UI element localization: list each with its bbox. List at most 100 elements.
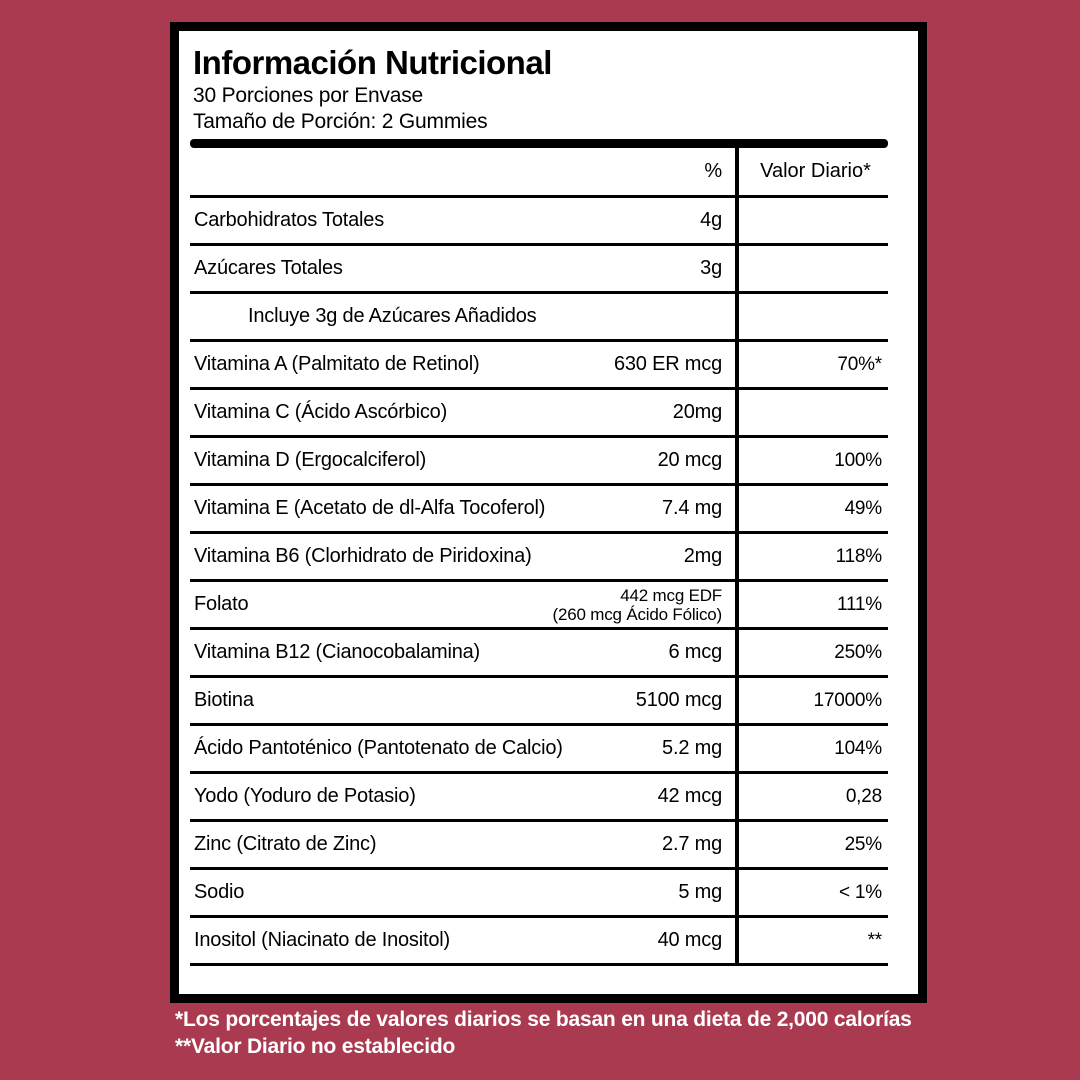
nutrient-amount: 5100 mcg [636, 689, 722, 712]
nutrition-table: % Valor Diario* Carbohidratos Totales 4g… [190, 139, 888, 966]
nutrient-amount: 7.4 mg [662, 497, 722, 520]
nutrient-dv: 70%* [837, 353, 882, 375]
daily-value-column-header: Valor Diario* [760, 160, 871, 182]
nutrient-amount-primary: 5 mg [678, 881, 722, 903]
footnote-not-established: **Valor Diario no establecido [175, 1035, 456, 1058]
table-row: Ácido Pantoténico (Pantotenato de Calcio… [190, 726, 888, 774]
table-header-row: % Valor Diario* [190, 148, 888, 198]
table-row: Vitamina D (Ergocalciferol) 20 mcg 100% [190, 438, 888, 486]
nutrient-name: Vitamina A (Palmitato de Retinol) [194, 353, 480, 375]
nutrient-name: Vitamina B6 (Clorhidrato de Piridoxina) [194, 545, 532, 567]
table-row-left-group: Vitamina B12 (Cianocobalamina) 6 mcg [190, 641, 737, 664]
table-row-left-group: Vitamina B6 (Clorhidrato de Piridoxina) … [190, 545, 737, 568]
table-row-left-group: Carbohidratos Totales 4g [190, 209, 737, 232]
table-row: Azúcares Totales 3g [190, 246, 888, 294]
nutrient-amount: 20 mcg [657, 449, 723, 472]
nutrient-amount-primary: 20mg [672, 401, 722, 423]
table-row: Vitamina A (Palmitato de Retinol) 630 ER… [190, 342, 888, 390]
table-row-left-group: Inositol (Niacinato de Inositol) 40 mcg [190, 929, 737, 952]
nutrient-amount: 5.2 mg [662, 737, 722, 760]
nutrient-amount: 42 mcg [657, 785, 723, 808]
table-row-left-group: Vitamina D (Ergocalciferol) 20 mcg [190, 449, 737, 472]
nutrient-amount-primary: 5.2 mg [662, 737, 722, 759]
nutrient-dv: 118% [835, 545, 883, 567]
amount-column-header: % [704, 160, 722, 182]
label-title: Información Nutricional [193, 44, 552, 81]
nutrient-name: Vitamina C (Ácido Ascórbico) [194, 401, 448, 423]
nutrient-name: Incluye 3g de Azúcares Añadidos [248, 305, 537, 327]
table-header-left-group: % [190, 148, 737, 195]
table-row: Carbohidratos Totales 4g [190, 198, 888, 246]
table-row-left-group: Biotina 5100 mcg [190, 689, 737, 712]
table-row: Vitamina C (Ácido Ascórbico) 20mg [190, 390, 888, 438]
table-row: Inositol (Niacinato de Inositol) 40 mcg … [190, 918, 888, 966]
table-row-left-group: Incluye 3g de Azúcares Añadidos [190, 305, 737, 328]
table-row: Yodo (Yoduro de Potasio) 42 mcg 0,28 [190, 774, 888, 822]
nutrient-name: Carbohidratos Totales [194, 209, 384, 231]
nutrient-amount-primary: 442 mcg EDF [620, 585, 722, 605]
nutrient-amount: 2.7 mg [662, 833, 722, 856]
table-row-left-group: Folato 442 mcg EDF (260 mcg Ácido Fólico… [190, 586, 737, 624]
nutrient-amount: 6 mcg [668, 641, 723, 664]
nutrient-amount-primary: 2mg [683, 545, 723, 567]
nutrient-name: Inositol (Niacinato de Inositol) [194, 929, 450, 951]
nutrient-dv: 0,28 [845, 785, 882, 807]
table-row: Folato 442 mcg EDF (260 mcg Ácido Fólico… [190, 582, 888, 630]
table-row: Biotina 5100 mcg 17000% [190, 678, 888, 726]
nutrition-label-card: Información Nutricional 30 Porciones por… [170, 22, 927, 1003]
table-row-left-group: Vitamina C (Ácido Ascórbico) 20mg [190, 401, 737, 424]
nutrient-amount: 3g [700, 257, 722, 280]
table-row: Vitamina E (Acetato de dl-Alfa Tocoferol… [190, 486, 888, 534]
nutrient-name: Azúcares Totales [194, 257, 343, 279]
table-row-left-group: Ácido Pantoténico (Pantotenato de Calcio… [190, 737, 737, 760]
table-row: Vitamina B6 (Clorhidrato de Piridoxina) … [190, 534, 888, 582]
nutrient-name: Yodo (Yoduro de Potasio) [194, 785, 416, 807]
column-divider [735, 148, 739, 966]
nutrient-amount-primary: 6 mcg [668, 641, 723, 663]
label-header: Información Nutricional 30 Porciones por… [179, 31, 918, 135]
nutrient-name: Vitamina B12 (Cianocobalamina) [194, 641, 481, 663]
nutrient-amount-primary: 42 mcg [657, 785, 723, 807]
nutrient-amount-secondary: (260 mcg Ácido Fólico) [552, 604, 723, 624]
nutrient-dv: ** [867, 929, 883, 951]
nutrient-dv: 100% [834, 449, 882, 471]
table-row: Zinc (Citrato de Zinc) 2.7 mg 25% [190, 822, 888, 870]
nutrient-name: Sodio [194, 881, 245, 903]
table-row: Vitamina B12 (Cianocobalamina) 6 mcg 250… [190, 630, 888, 678]
nutrient-amount: 20mg [673, 401, 722, 424]
nutrient-amount-primary: 20 mcg [657, 449, 723, 471]
nutrient-amount: 4g [700, 209, 722, 232]
nutrient-amount: 5 mg [678, 881, 722, 904]
nutrient-amount-primary: 40 mcg [657, 929, 723, 951]
table-row: Sodio 5 mg < 1% [190, 870, 888, 918]
nutrient-dv: 250% [834, 641, 882, 663]
nutrient-name: Vitamina E (Acetato de dl-Alfa Tocoferol… [194, 497, 546, 519]
nutrient-amount-primary: 3g [700, 257, 722, 279]
nutrient-amount: 442 mcg EDF (260 mcg Ácido Fólico) [552, 585, 723, 624]
nutrient-amount: 2mg [683, 545, 723, 568]
table-rows: Carbohidratos Totales 4g Azúcares Totale… [190, 198, 888, 966]
nutrient-dv: 25% [844, 833, 883, 855]
table-row-left-group: Sodio 5 mg [190, 881, 737, 904]
table-row-left-group: Zinc (Citrato de Zinc) 2.7 mg [190, 833, 737, 856]
table-row-left-group: Vitamina A (Palmitato de Retinol) 630 ER… [190, 353, 737, 376]
nutrient-amount-primary: 630 ER mcg [613, 353, 722, 375]
nutrient-amount: 630 ER mcg [614, 353, 722, 376]
nutrient-name: Vitamina D (Ergocalciferol) [194, 449, 427, 471]
nutrient-dv: 17000% [813, 689, 882, 711]
nutrient-name: Biotina [194, 689, 254, 711]
nutrient-amount-primary: 2.7 mg [662, 833, 722, 855]
nutrient-amount-primary: 5100 mcg [635, 689, 722, 711]
table-row-left-group: Azúcares Totales 3g [190, 257, 737, 280]
serving-size: Tamaño de Porción: 2 Gummies [193, 110, 488, 133]
footnotes: *Los porcentajes de valores diarios se b… [175, 1006, 912, 1060]
header-divider-bar [190, 139, 888, 148]
nutrient-amount-primary: 7.4 mg [662, 497, 722, 519]
servings-per-container: 30 Porciones por Envase [193, 84, 424, 107]
nutrient-dv: 104% [834, 737, 882, 759]
nutrient-dv: 111% [837, 593, 882, 615]
table-row: Incluye 3g de Azúcares Añadidos [190, 294, 888, 342]
nutrient-amount: 40 mcg [657, 929, 723, 952]
table-row-left-group: Vitamina E (Acetato de dl-Alfa Tocoferol… [190, 497, 737, 520]
